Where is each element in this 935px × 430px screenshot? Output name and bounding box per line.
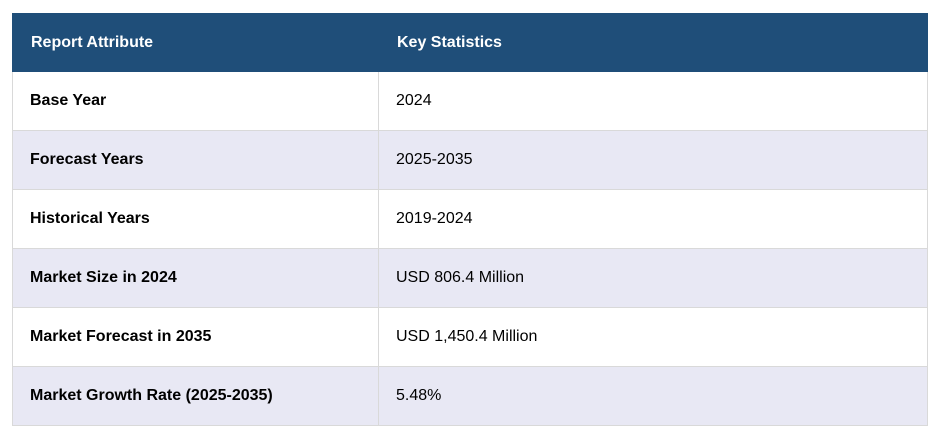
row-value: USD 806.4 Million [378, 248, 928, 308]
row-attribute: Base Year [12, 71, 379, 131]
table-row: Market Size in 2024 USD 806.4 Million [12, 248, 928, 308]
row-value: 2025-2035 [378, 130, 928, 190]
report-attributes-table: Report Attribute Key Statistics Base Yea… [12, 13, 928, 426]
row-attribute: Historical Years [12, 189, 379, 249]
row-value: USD 1,450.4 Million [378, 307, 928, 367]
row-attribute: Market Growth Rate (2025-2035) [12, 366, 379, 426]
table-row: Historical Years 2019-2024 [12, 189, 928, 249]
row-attribute: Market Size in 2024 [12, 248, 379, 308]
row-value: 2024 [378, 71, 928, 131]
table-body: Base Year 2024 Forecast Years 2025-2035 … [12, 71, 928, 426]
header-key-statistics: Key Statistics [378, 13, 928, 72]
table-row: Base Year 2024 [12, 71, 928, 131]
row-value: 2019-2024 [378, 189, 928, 249]
table-header: Report Attribute Key Statistics [12, 13, 928, 72]
row-value: 5.48% [378, 366, 928, 426]
row-attribute: Market Forecast in 2035 [12, 307, 379, 367]
row-attribute: Forecast Years [12, 130, 379, 190]
table-row: Forecast Years 2025-2035 [12, 130, 928, 190]
header-report-attribute: Report Attribute [12, 13, 379, 72]
table-row: Market Forecast in 2035 USD 1,450.4 Mill… [12, 307, 928, 367]
table-row: Market Growth Rate (2025-2035) 5.48% [12, 366, 928, 426]
header-row: Report Attribute Key Statistics [12, 13, 928, 72]
